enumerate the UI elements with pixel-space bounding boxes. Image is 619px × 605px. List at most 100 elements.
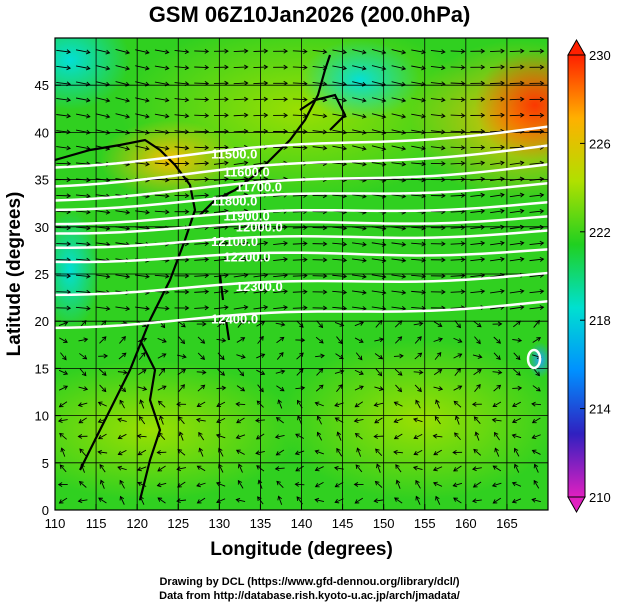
wind-arrow [95,194,110,198]
wind-arrow [529,306,544,310]
wind-arrow-head [460,241,466,247]
wind-arrow [411,129,426,134]
wind-arrow-head [159,415,164,421]
x-axis-label: Longitude (degrees) [210,539,393,560]
wind-arrow [137,386,147,390]
wind-arrow [95,49,110,54]
wind-arrow-head [145,209,150,215]
wind-arrow-head [441,65,446,71]
wind-arrow-head [117,465,123,471]
contour-label: 11600.0 [223,164,269,179]
wind-arrow-head [480,289,486,294]
wind-arrow-head [158,432,163,438]
wind-arrow [253,82,268,85]
wind-arrow-head [164,49,170,55]
wind-arrow-head [66,241,72,247]
wind-arrow-head [184,49,190,55]
wind-arrow [352,306,367,310]
contour-label: 12100.0 [211,234,258,249]
wind-arrow [450,146,465,149]
wind-arrow [56,130,71,133]
wind-arrow-head [401,145,407,151]
wind-arrow-head [531,497,537,503]
wind-arrow [473,481,482,488]
wind-arrow [335,481,344,488]
wind-arrow [99,368,107,376]
wind-arrow-head [224,240,229,246]
wind-arrow-head [472,466,477,472]
wind-arrow [157,385,167,391]
wind-arrow [529,226,544,229]
y-tick-label: 10 [35,409,49,424]
wind-arrow-head [142,337,148,342]
wind-arrow-head [145,306,150,311]
wind-arrow [352,194,367,198]
wind-arrow [233,66,248,69]
wind-arrow [273,242,288,245]
wind-arrow-head [121,352,127,358]
wind-arrow-head [181,354,187,359]
wind-arrow [237,368,244,376]
wind-arrow [216,482,226,487]
wind-arrow [137,435,147,438]
wind-arrow [490,82,505,85]
wind-arrow [236,337,245,343]
wind-arrow [371,274,386,278]
wind-arrow [411,290,426,293]
wind-arrow [509,290,524,294]
wind-arrow [391,290,406,294]
wind-arrow [413,433,423,439]
wind-arrow-head [334,465,339,471]
wind-arrow-head [105,65,111,71]
wind-arrow [115,226,130,230]
wind-arrow [197,465,206,472]
wind-arrow-head [204,145,210,151]
wind-arrow-head [160,323,166,329]
wind-arrow-head [516,371,521,376]
wind-arrow [493,336,501,344]
wind-arrow-head [381,290,387,295]
wind-arrow-head [119,399,124,405]
wind-arrow-head [184,273,190,279]
wind-arrow-head [180,384,185,389]
wind-arrow-head [196,482,201,488]
wind-arrow [59,497,68,504]
wind-arrow [154,65,169,69]
wind-arrow [98,401,107,407]
wind-arrow-head [415,399,420,405]
wind-arrow-head [519,256,525,262]
wind-arrow [512,482,522,487]
height-contour [55,125,548,169]
wind-arrow-head [97,449,103,455]
wind-arrow [253,290,268,294]
wind-arrow [135,65,150,70]
wind-arrow [490,162,505,166]
wind-arrow-head [259,335,264,341]
wind-arrow [414,384,422,392]
wind-arrow [352,290,367,294]
wind-arrow-head [79,448,84,454]
wind-arrow [334,370,344,374]
wind-arrow-head [204,160,210,166]
wind-arrow [494,432,500,441]
y-tick-label: 0 [42,503,49,518]
wind-arrow-head [86,241,91,247]
wind-arrow [470,194,485,197]
wind-arrow [292,146,307,149]
height-contour [55,182,548,212]
wind-arrow-head [418,321,424,327]
wind-arrow [196,419,206,422]
wind-arrow [354,497,364,504]
wind-arrow-head [105,177,111,183]
wind-arrow [79,353,87,360]
wind-arrow-head [378,354,384,360]
wind-arrow-head [362,225,367,231]
colorbar-min-arrow [567,496,586,514]
wind-arrow-head [139,495,144,501]
wind-arrow-head [433,450,439,456]
wind-arrow-head [215,433,221,439]
wind-arrow-head [224,112,229,118]
wind-arrow-head [85,49,91,55]
wind-arrow-head [105,273,111,279]
wind-arrow-head [145,161,150,167]
